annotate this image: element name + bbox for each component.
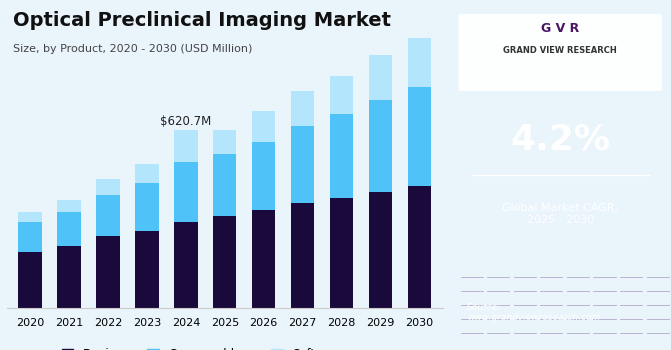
Bar [213, 154, 236, 216]
Text: Global Market CAGR,
2025 - 2030: Global Market CAGR, 2025 - 2030 [503, 203, 618, 225]
Bar [213, 130, 236, 154]
Text: GRAND VIEW RESEARCH: GRAND VIEW RESEARCH [503, 46, 617, 55]
Bar [330, 76, 354, 114]
Text: Optical Preclinical Imaging Market: Optical Preclinical Imaging Market [13, 10, 391, 29]
Bar [408, 87, 431, 186]
Legend: Device, Consumables, Software: Device, Consumables, Software [57, 343, 349, 350]
FancyBboxPatch shape [458, 14, 662, 91]
Bar [291, 126, 314, 203]
Bar [174, 162, 197, 222]
Bar [96, 179, 119, 195]
Bar [252, 141, 275, 210]
Bar [96, 236, 119, 308]
Bar [136, 231, 158, 308]
Bar [369, 55, 393, 100]
Bar [213, 216, 236, 308]
Text: $620.7M: $620.7M [160, 115, 211, 128]
Bar [18, 252, 42, 308]
Bar [252, 210, 275, 308]
Bar [57, 200, 81, 212]
Bar [369, 192, 393, 308]
Bar [18, 222, 42, 252]
Bar [136, 183, 158, 231]
Bar [18, 212, 42, 222]
Bar [330, 197, 354, 308]
Text: 4.2%: 4.2% [510, 123, 611, 157]
Bar [291, 203, 314, 308]
Bar [291, 91, 314, 126]
Text: Source:
www.grandviewresearch.com: Source: www.grandviewresearch.com [467, 303, 601, 322]
Bar [408, 186, 431, 308]
Bar [174, 222, 197, 308]
Bar [57, 212, 81, 246]
Text: Size, by Product, 2020 - 2030 (USD Million): Size, by Product, 2020 - 2030 (USD Milli… [13, 44, 253, 54]
Bar [252, 111, 275, 141]
Bar [408, 38, 431, 87]
Bar [136, 164, 158, 183]
Bar [57, 246, 81, 308]
Bar [330, 114, 354, 197]
Text: G V R: G V R [541, 21, 580, 35]
Bar [96, 195, 119, 236]
Bar [174, 130, 197, 162]
Bar [369, 100, 393, 192]
